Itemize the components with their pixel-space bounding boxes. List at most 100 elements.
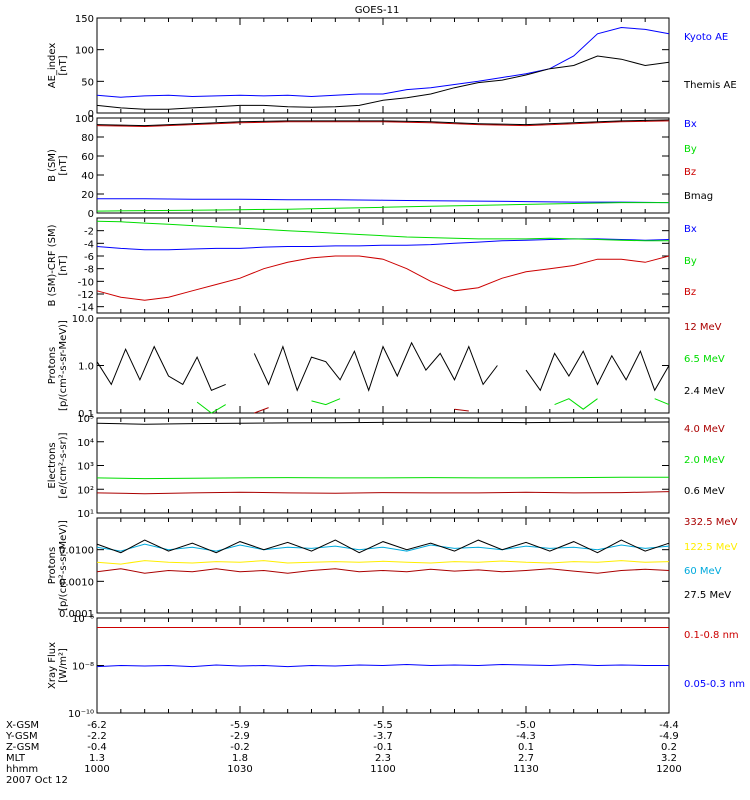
y-tick-label: 10⁴: [77, 438, 94, 449]
footer-value: -4.9: [659, 731, 679, 742]
series-line-bmag: [96, 119, 670, 127]
footer-value: 2.7: [518, 753, 534, 764]
y-axis-label: B (SM)-CRF (SM): [47, 224, 58, 306]
y-axis-unit: [nT]: [58, 155, 69, 175]
y-tick-label: 10⁻⁸: [72, 662, 94, 673]
legend-entry: Bx: [684, 224, 697, 235]
legend-entry: 332.5 MeV: [684, 517, 738, 528]
series-line-by: [96, 220, 669, 242]
panel-frame: [96, 517, 670, 614]
footer-value: -2.9: [230, 731, 250, 742]
panel-elec: 10¹ 10² 10³ 10⁴ 10⁵ Electrons [e/(cm²-s-sr)] 4.…: [47, 414, 725, 520]
legend-entry: 0.6 MeV: [684, 486, 725, 497]
series-line-60-mev: [96, 543, 670, 552]
y-tick-label: 80: [81, 133, 94, 144]
footer-value: -6.2: [87, 720, 107, 731]
chart-title: GOES-11: [355, 5, 400, 16]
footer-value: 3.2: [661, 753, 677, 764]
y-tick-label: 10⁻¹⁰: [68, 709, 94, 720]
series-line-122-5-mev: [96, 560, 670, 565]
series-line-2-4-mev: [96, 341, 670, 392]
series-line-bx: [96, 238, 670, 251]
y-tick-label: 100: [75, 114, 94, 125]
series-line-by: [96, 202, 669, 212]
footer-row-label: hhmm: [6, 764, 38, 775]
series-line-4-0-mev: [96, 491, 670, 495]
series-line-27-5-mev: [96, 539, 670, 554]
footer-value: 1000: [84, 764, 109, 775]
legend-entry: 2.4 MeV: [684, 386, 725, 397]
footer-value: -0.2: [230, 742, 250, 753]
footer-value: 1030: [227, 764, 252, 775]
y-tick-label: 10.0: [72, 314, 94, 325]
y-tick-label: -6: [84, 252, 94, 263]
y-tick-label: -12: [78, 290, 94, 301]
series-line-bz: [96, 255, 670, 301]
legend-entry: 12 MeV: [684, 322, 722, 333]
legend-entry: By: [684, 256, 697, 267]
y-tick-label: 10³: [77, 462, 94, 473]
y-tick-label: -10: [78, 277, 94, 288]
y-tick-label: -8: [84, 265, 94, 276]
footer-value: 0.1: [518, 742, 534, 753]
legend-entry: Bx: [684, 119, 697, 130]
series-line-332-5-mev: [96, 568, 670, 574]
legend-entry: 4.0 MeV: [684, 424, 725, 435]
y-tick-label: 60: [81, 152, 94, 163]
legend-entry: Themis AE: [683, 80, 737, 91]
panel-frame: [96, 317, 670, 414]
footer-value: 1.8: [232, 753, 248, 764]
legend-entry: By: [684, 144, 697, 155]
legend-entry: 0.1-0.8 nm: [684, 630, 739, 641]
series-line-2-0-mev: [96, 476, 669, 480]
y-axis-unit: [p/(cm²-s-sr-MeV)]: [58, 320, 69, 411]
y-tick-label: 50: [81, 77, 94, 88]
panel-frame: [96, 17, 670, 114]
legend-entry: 2.0 MeV: [684, 455, 725, 466]
y-tick-label: 10⁻⁶: [72, 614, 94, 625]
y-tick-label: 1.0: [78, 362, 94, 373]
panel-frame: [96, 217, 670, 314]
panel-bsm: 0 20 40 60 80 100 B (SM) [nT] Bx By Bz Bmag: [47, 114, 713, 220]
y-tick-label: 0: [88, 109, 94, 120]
legend-entry: 27.5 MeV: [684, 590, 731, 601]
footer-axis-table: X-GSM -6.2 -5.9 -5.5 -5.0 -4.4 Y-GSM -2.2 -2.9 -3…: [5, 720, 682, 786]
footer-row-label: Z-GSM: [6, 742, 39, 753]
footer-value: -5.9: [230, 720, 250, 731]
y-tick-label: 150: [75, 14, 94, 25]
y-tick-label: -14: [78, 303, 94, 314]
legend-entry: Bmag: [684, 191, 713, 202]
footer-date: 2007 Oct 12: [6, 775, 68, 786]
footer-row-label: MLT: [6, 753, 26, 764]
footer-row-label: X-GSM: [6, 720, 39, 731]
footer-value: -0.4: [87, 742, 107, 753]
y-tick-label: 0: [88, 209, 94, 220]
footer-value: 1200: [656, 764, 681, 775]
series-line-themis-ae: [96, 55, 670, 110]
panel-frame: [96, 417, 670, 514]
y-tick-label: 0.0100: [59, 546, 94, 557]
y-axis-unit: [e/(cm²-s-sr)]: [58, 432, 69, 498]
footer-value: 1100: [370, 764, 395, 775]
footer-value: 1130: [513, 764, 538, 775]
y-tick-label: 0.1: [78, 409, 94, 420]
y-tick-label: 20: [81, 190, 94, 201]
series-line-bz: [96, 120, 670, 128]
footer-row-label: Y-GSM: [5, 731, 38, 742]
legend-entry: Bz: [684, 167, 696, 178]
footer-value: -0.1: [373, 742, 393, 753]
y-axis-label: AE_index: [47, 43, 58, 89]
legend-entry: Kyoto AE: [684, 32, 728, 43]
footer-value: -4.4: [659, 720, 679, 731]
panel-ae: 0 50 100 150 AE_index [nT] Kyoto AE Themis AE: [47, 14, 737, 120]
legend-entry: 122.5 MeV: [684, 542, 738, 553]
y-axis-unit: [W/m²]: [58, 648, 69, 683]
y-axis-label: Protons: [47, 547, 58, 584]
footer-value: -5.5: [373, 720, 393, 731]
legend-entry: 60 MeV: [684, 566, 722, 577]
panel-xray: 10⁻¹⁰ 10⁻⁸ 10⁻⁶ Xray Flux [W/m²] 0.1-0.8 nm 0.…: [47, 614, 745, 720]
y-tick-label: 0.0010: [59, 577, 94, 588]
y-tick-label: 0.0001: [59, 609, 94, 620]
